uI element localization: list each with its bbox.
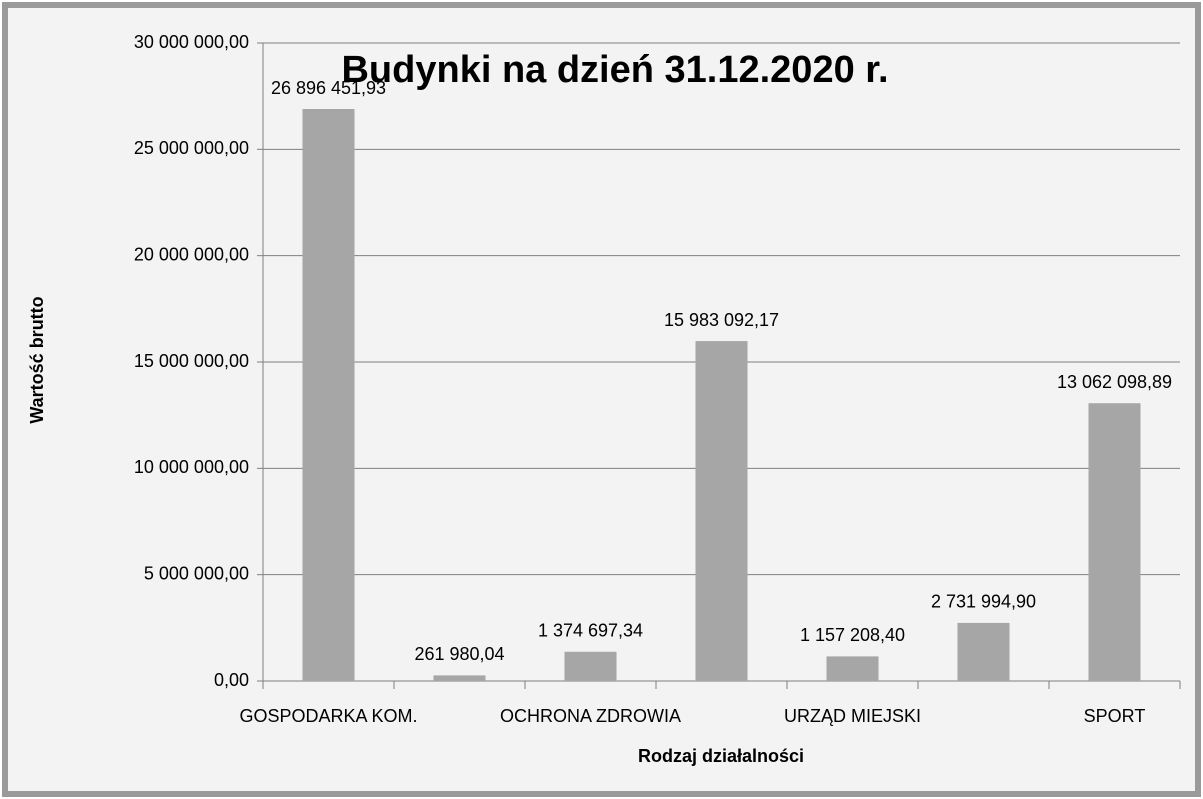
y-tick-label: 0,00	[214, 670, 249, 690]
data-label: 2 731 994,90	[931, 592, 1036, 612]
y-tick-label: 25 000 000,00	[134, 138, 249, 158]
y-axis-title: Wartość brutto	[27, 296, 47, 423]
bar	[302, 109, 355, 681]
bar	[433, 675, 486, 681]
bar	[957, 622, 1010, 681]
data-label: 1 157 208,40	[800, 625, 905, 645]
bar	[826, 656, 879, 681]
y-tick-label: 20 000 000,00	[134, 244, 249, 264]
data-label: 261 980,04	[414, 644, 504, 664]
bar	[564, 651, 617, 681]
x-axis-title: Rodzaj działalności	[638, 746, 804, 766]
data-label: 13 062 098,89	[1057, 372, 1172, 392]
data-label: 1 374 697,34	[538, 621, 643, 641]
data-label: 26 896 451,93	[271, 78, 386, 98]
bar	[1088, 403, 1141, 681]
x-tick-label: SPORT	[1084, 706, 1146, 726]
chart-title: Budynki na dzień 31.12.2020 r.	[341, 49, 888, 91]
bar	[695, 341, 748, 681]
data-label: 15 983 092,17	[664, 310, 779, 330]
y-tick-label: 30 000 000,00	[134, 32, 249, 52]
y-tick-label: 5 000 000,00	[144, 563, 249, 583]
x-tick-label: OCHRONA ZDROWIA	[500, 706, 681, 726]
y-tick-label: 15 000 000,00	[134, 351, 249, 371]
x-tick-label: URZĄD MIEJSKI	[784, 706, 921, 726]
x-tick-label: GOSPODARKA KOM.	[239, 706, 417, 726]
y-tick-label: 10 000 000,00	[134, 457, 249, 477]
